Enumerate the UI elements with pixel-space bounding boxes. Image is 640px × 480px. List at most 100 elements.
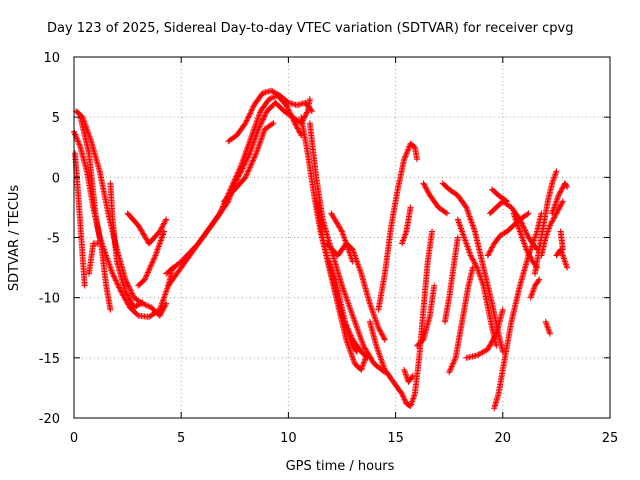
- data-point-marker: [469, 264, 476, 271]
- data-point-marker: [249, 104, 256, 111]
- data-point-marker: [424, 187, 431, 194]
- data-point-marker: [500, 230, 507, 237]
- data-point-marker: [76, 141, 83, 148]
- series-arc-38: [553, 246, 571, 271]
- data-point-marker: [484, 252, 491, 259]
- data-point-marker: [161, 220, 168, 227]
- data-point-marker: [548, 219, 555, 226]
- data-point-marker: [232, 179, 239, 186]
- data-point-marker: [551, 214, 558, 221]
- data-point-marker: [161, 219, 168, 226]
- data-point-marker: [259, 117, 266, 124]
- data-point-marker: [256, 123, 263, 130]
- data-point-marker: [75, 138, 82, 145]
- data-point-marker: [146, 266, 153, 273]
- data-point-marker: [251, 153, 258, 160]
- chart-title: Day 123 of 2025, Sidereal Day-to-day VTE…: [47, 21, 573, 36]
- data-point-marker: [244, 170, 251, 177]
- data-point-marker: [354, 348, 361, 355]
- data-point-marker: [156, 312, 163, 319]
- data-point-marker: [141, 276, 148, 283]
- data-point-marker: [525, 210, 532, 217]
- y-tick-label: 5: [52, 111, 60, 126]
- data-point-marker: [488, 245, 495, 252]
- data-point-marker: [297, 130, 304, 137]
- data-point-marker: [128, 300, 135, 307]
- series-arc-34: [510, 210, 541, 271]
- data-point-marker: [149, 258, 156, 265]
- data-point-marker: [492, 332, 499, 339]
- data-point-marker: [250, 155, 257, 162]
- data-point-marker: [526, 251, 533, 258]
- data-point-marker: [446, 367, 453, 374]
- data-point-marker: [489, 338, 496, 345]
- data-point-marker: [555, 206, 562, 213]
- data-point-marker: [400, 393, 407, 400]
- data-point-marker: [523, 246, 530, 253]
- data-point-marker: [306, 96, 313, 103]
- series-arc-36: [538, 198, 566, 259]
- data-point-marker: [245, 168, 252, 175]
- data-point-marker: [248, 107, 255, 114]
- data-point-marker: [524, 247, 531, 254]
- data-point-marker: [379, 332, 386, 339]
- data-point-marker: [429, 228, 436, 235]
- data-point-marker: [94, 240, 101, 247]
- data-point-marker: [251, 154, 258, 161]
- data-point-marker: [498, 231, 505, 238]
- series-arc-14: [306, 120, 388, 376]
- data-point-marker: [151, 253, 158, 260]
- data-point-marker: [246, 164, 253, 171]
- data-point-marker: [143, 302, 150, 309]
- y-tick-label: 10: [43, 51, 60, 66]
- series-arc-6: [107, 180, 146, 311]
- data-point-marker: [467, 252, 474, 259]
- axis-ticks: 0 5 10 15 20 25 -20 -15 -10 -5 0 5 10: [39, 51, 619, 446]
- data-point-marker: [525, 250, 532, 257]
- data-point-marker: [233, 176, 240, 183]
- series-arc-5: [86, 240, 101, 277]
- data-point-marker: [242, 120, 249, 127]
- x-tick-label: 15: [387, 431, 404, 446]
- y-tick-label: -15: [39, 352, 60, 367]
- data-point-marker: [71, 130, 78, 137]
- data-point-marker: [402, 153, 409, 160]
- data-point-marker: [239, 165, 246, 172]
- data-point-marker: [470, 257, 477, 264]
- data-point-marker: [422, 184, 429, 191]
- data-point-marker: [112, 276, 119, 283]
- data-point-marker: [556, 189, 563, 196]
- series-arc-22: [414, 282, 438, 349]
- data-point-marker: [128, 289, 135, 296]
- data-point-marker: [270, 120, 277, 127]
- data-point-marker: [557, 202, 564, 209]
- series-arc-29: [446, 264, 476, 376]
- data-point-marker: [364, 354, 371, 361]
- data-point-marker: [431, 282, 438, 289]
- data-point-marker: [146, 265, 153, 272]
- data-point-marker: [127, 297, 134, 304]
- data-point-marker: [233, 177, 240, 184]
- data-point-marker: [267, 95, 274, 102]
- data-point-marker: [448, 364, 455, 371]
- data-points: [71, 87, 571, 412]
- data-point-marker: [486, 249, 493, 256]
- data-point-marker: [250, 157, 257, 164]
- data-point-marker: [148, 261, 155, 268]
- data-point-marker: [238, 166, 245, 173]
- data-point-marker: [110, 271, 117, 278]
- data-point-marker: [144, 269, 151, 276]
- data-point-marker: [421, 183, 428, 190]
- data-point-marker: [123, 291, 130, 298]
- data-point-marker: [125, 293, 132, 300]
- data-point-marker: [145, 303, 152, 310]
- data-point-marker: [244, 155, 251, 162]
- data-point-marker: [127, 286, 134, 293]
- data-point-marker: [547, 221, 554, 228]
- data-point-marker: [242, 159, 249, 166]
- data-point-marker: [556, 205, 563, 212]
- data-point-marker: [143, 272, 150, 279]
- data-point-marker: [249, 106, 256, 113]
